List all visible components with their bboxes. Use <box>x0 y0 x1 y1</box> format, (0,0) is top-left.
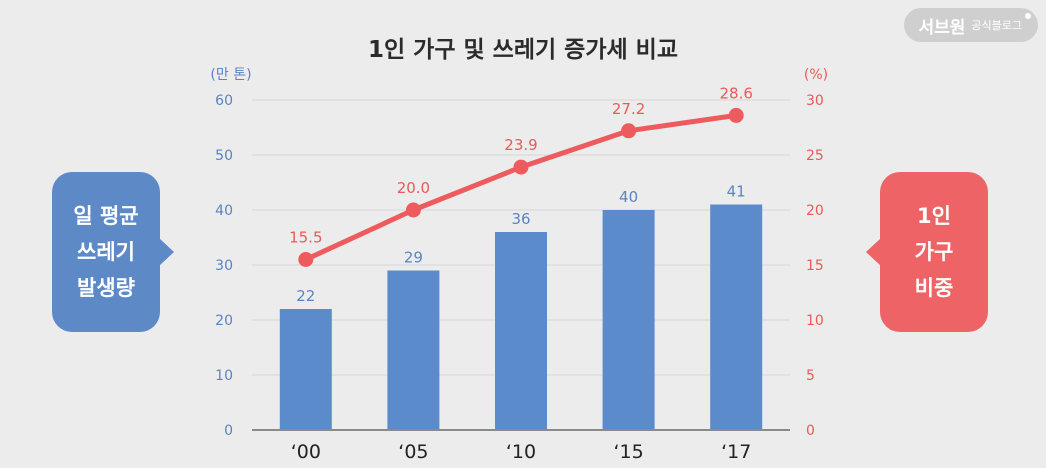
chart-title: 1인 가구 및 쓰레기 증가세 비교 <box>368 37 678 63</box>
line-value-label: 28.6 <box>719 84 752 102</box>
right-axis-unit-label: (%) <box>804 67 828 83</box>
single-household-callout-bubble: 1인 가구 비중 <box>866 172 988 332</box>
brand-name: 서브원 <box>918 17 966 38</box>
line-point <box>513 159 529 175</box>
line-value-label: 23.9 <box>504 136 537 154</box>
right-axis-tick-label: 10 <box>806 313 824 329</box>
line-point <box>298 252 314 267</box>
left-axis-tick-label: 40 <box>215 203 233 219</box>
left-axis-tick-label: 10 <box>215 368 233 384</box>
category-label: ‘10 <box>506 441 536 463</box>
single-household-callout-line: 가구 <box>914 240 954 264</box>
left-axis-unit-label: (만 톤) <box>210 67 251 83</box>
bar <box>495 232 547 430</box>
left-axis-tick-label: 0 <box>224 423 233 439</box>
left-axis-tick-label: 20 <box>215 313 233 329</box>
left-axis-tick-label: 60 <box>215 93 233 109</box>
bar-value-label: 41 <box>727 183 746 201</box>
waste-callout-line: 일 평균 <box>73 204 139 228</box>
bar-value-label: 40 <box>619 188 638 206</box>
waste-callout-line: 쓰레기 <box>77 240 135 264</box>
category-label: ‘17 <box>721 441 751 463</box>
line-value-label: 20.0 <box>397 179 430 197</box>
single-household-callout-line: 비중 <box>914 276 954 300</box>
right-axis-tick-label: 20 <box>806 203 824 219</box>
brand-badge[interactable]: 서브원 공식블로그 <box>904 8 1038 42</box>
left-axis-tick-label: 30 <box>215 258 233 274</box>
right-axis-tick-label: 15 <box>806 258 824 274</box>
bar-value-label: 22 <box>296 287 315 305</box>
badge-dot-icon <box>1025 13 1031 19</box>
bar <box>387 270 440 430</box>
left-axis-tick-label: 50 <box>215 148 233 164</box>
line-point <box>728 107 744 123</box>
waste-callout-bubble: 일 평균 쓰레기 발생량 <box>52 172 174 332</box>
line-point <box>405 202 421 218</box>
right-axis-tick-label: 5 <box>806 368 815 384</box>
right-axis-tick-label: 0 <box>806 423 815 439</box>
line-value-label: 15.5 <box>289 229 322 247</box>
bar <box>602 210 655 430</box>
category-label: ‘00 <box>291 441 321 463</box>
line-point <box>621 123 637 139</box>
bar-value-label: 36 <box>511 210 530 228</box>
brand-subtitle: 공식블로그 <box>971 19 1022 32</box>
waste-callout-line: 발생량 <box>77 276 135 300</box>
bar <box>710 204 763 430</box>
bar <box>279 309 332 430</box>
single-household-callout-line: 1인 <box>917 204 951 228</box>
category-label: ‘15 <box>613 441 643 463</box>
right-axis-tick-label: 30 <box>806 93 824 109</box>
category-label: ‘05 <box>398 441 428 463</box>
right-axis-tick-label: 25 <box>806 148 824 164</box>
bar-value-label: 29 <box>404 249 423 267</box>
line-value-label: 27.2 <box>612 100 645 118</box>
